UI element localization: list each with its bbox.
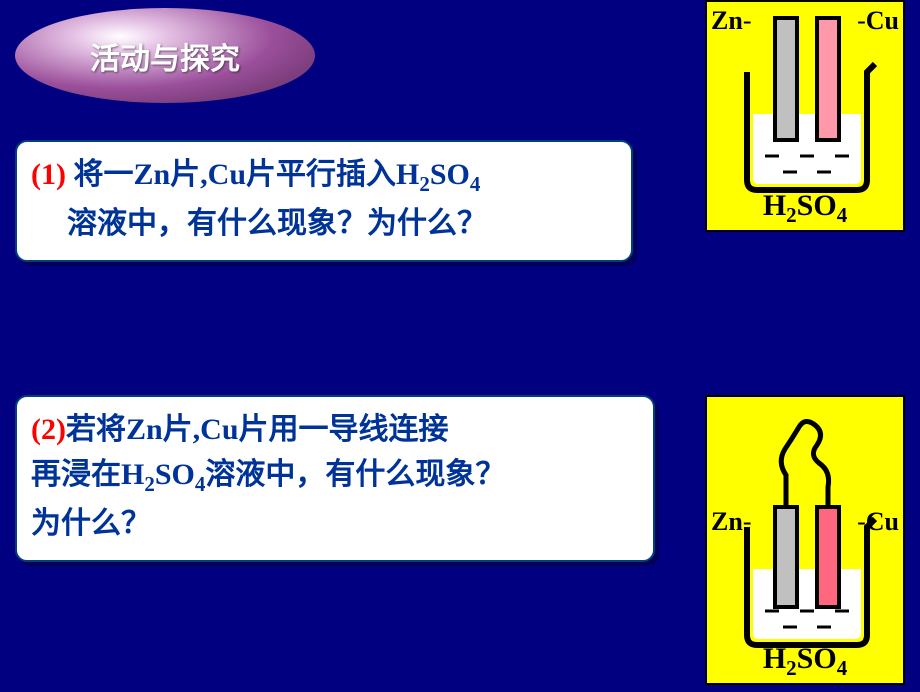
diagram-1-drawing: [707, 2, 903, 230]
question-2-number: (2): [31, 413, 66, 446]
question-1-line-2: 溶液中，有什么现象？为什么？: [31, 201, 617, 246]
diagram-2: Zn- -Cu H2SO4: [705, 395, 905, 685]
question-2-line-2: 再浸在H2SO4溶液中，有什么现象？: [31, 452, 639, 501]
question-1-box: (1) 将一Zn片,Cu片平行插入H2SO4 溶液中，有什么现象？为什么？: [15, 140, 633, 262]
diagram-2-drawing: [707, 397, 903, 683]
question-1-line-1: (1) 将一Zn片,Cu片平行插入H2SO4: [31, 152, 617, 201]
question-2-line-1: (2)若将Zn片,Cu片用一导线连接: [31, 407, 639, 452]
header-oval: 活动与探究: [15, 8, 315, 103]
question-2-box: (2)若将Zn片,Cu片用一导线连接 再浸在H2SO4溶液中，有什么现象？ 为什…: [15, 395, 655, 562]
header-title: 活动与探究: [90, 34, 240, 78]
question-2-line-3: 为什么？: [31, 501, 639, 546]
question-1-number: (1): [31, 158, 66, 191]
diagram-1: Zn- -Cu H2SO4: [705, 0, 905, 232]
